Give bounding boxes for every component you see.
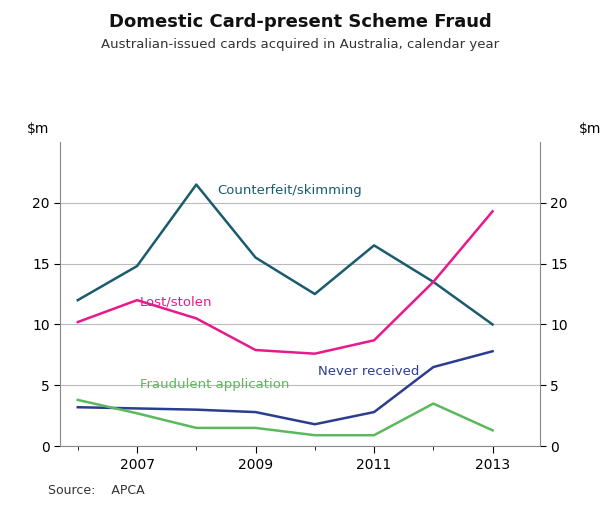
Text: Australian-issued cards acquired in Australia, calendar year: Australian-issued cards acquired in Aust… xyxy=(101,38,499,51)
Text: $m: $m xyxy=(578,122,600,136)
Text: Never received: Never received xyxy=(318,365,419,378)
Text: Domestic Card-present Scheme Fraud: Domestic Card-present Scheme Fraud xyxy=(109,13,491,31)
Text: Counterfeit/skimming: Counterfeit/skimming xyxy=(217,184,362,197)
Text: Lost/stolen: Lost/stolen xyxy=(140,296,212,309)
Text: Fraudulent application: Fraudulent application xyxy=(140,378,289,391)
Text: $m: $m xyxy=(26,122,49,136)
Text: Source:    APCA: Source: APCA xyxy=(48,484,145,497)
